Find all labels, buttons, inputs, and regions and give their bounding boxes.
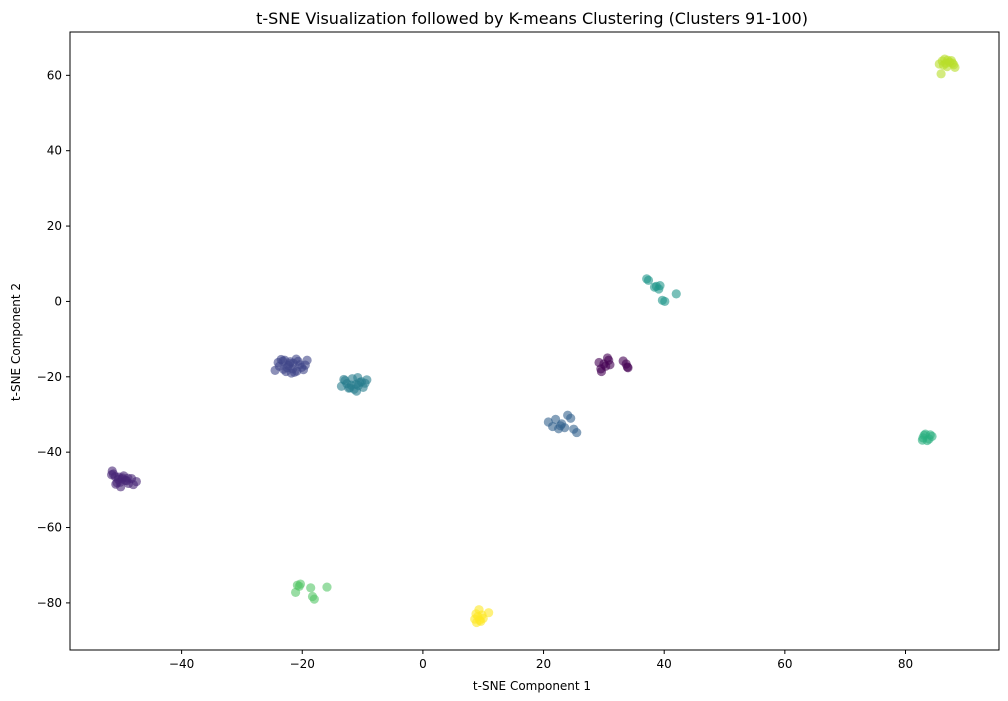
x-tick-label: 0	[419, 657, 427, 671]
scatter-point	[655, 281, 665, 291]
x-tick-label: −20	[290, 657, 315, 671]
scatter-point	[936, 69, 946, 79]
scatter-point	[306, 583, 316, 593]
scatter-point	[643, 275, 654, 285]
scatter-point	[604, 355, 614, 365]
y-tick-label: −60	[37, 521, 62, 535]
scatter-point	[322, 582, 332, 592]
scatter-point	[294, 581, 304, 591]
y-tick-label: −80	[37, 596, 62, 610]
plot-frame	[69, 31, 1000, 651]
scatter-point	[572, 427, 582, 438]
scatter-point	[353, 372, 363, 383]
y-tick-label: 60	[47, 68, 62, 82]
scatter-point	[925, 430, 935, 440]
scatter-point	[471, 609, 481, 619]
scatter-point	[555, 421, 566, 431]
x-tick-label: 80	[898, 657, 913, 671]
chart-title: t-SNE Visualization followed by K-means …	[256, 9, 808, 28]
x-tick-label: 20	[536, 657, 551, 671]
scatter-point	[566, 413, 576, 423]
y-tick-label: 40	[47, 144, 62, 158]
scatter-point	[339, 374, 349, 385]
scatter-point	[353, 380, 363, 391]
scatter-point	[114, 472, 124, 482]
y-tick-label: −20	[37, 370, 62, 384]
scatter-point	[292, 366, 302, 376]
scatter-point	[941, 58, 951, 68]
x-tick-label: −40	[169, 657, 194, 671]
y-tick-label: 0	[54, 294, 62, 308]
scatter-point	[128, 479, 138, 490]
y-tick-label: 20	[47, 219, 62, 233]
x-tick-label: 60	[777, 657, 792, 671]
plot-area	[107, 54, 960, 628]
scatter-point	[300, 360, 310, 370]
x-axis-label: t-SNE Component 1	[473, 679, 591, 693]
scatter-point	[622, 362, 633, 372]
y-axis-label: t-SNE Component 2	[9, 283, 23, 401]
scatter-point	[671, 289, 681, 299]
scatter-point	[949, 60, 959, 70]
axes: −40 −20 0 20 40 60 80 −80 −60 −40 −20 0 20 40 60	[37, 31, 1000, 671]
scatter-point	[660, 296, 670, 307]
y-tick-label: −40	[37, 445, 62, 459]
scatter-point	[596, 364, 606, 374]
scatter-point	[107, 470, 117, 480]
x-tick-label: 40	[657, 657, 672, 671]
scatter-point	[918, 433, 928, 443]
scatter-point	[282, 363, 292, 373]
scatter-point	[309, 594, 319, 604]
